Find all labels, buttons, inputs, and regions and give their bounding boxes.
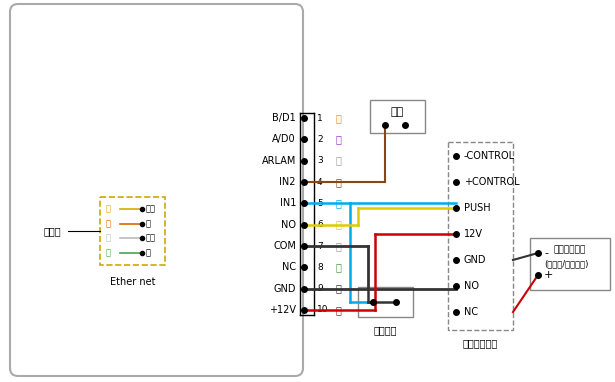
Bar — [530, 238, 610, 290]
Text: 紫: 紫 — [336, 134, 342, 144]
FancyBboxPatch shape — [10, 4, 303, 376]
Text: -: - — [544, 248, 548, 258]
Text: +12V: +12V — [269, 305, 296, 315]
Text: 出门按鈕: 出门按鈕 — [374, 325, 397, 335]
Bar — [358, 287, 413, 317]
Text: 4: 4 — [317, 178, 323, 186]
Text: 红: 红 — [336, 305, 342, 315]
Text: 6: 6 — [317, 220, 323, 229]
Text: NO: NO — [464, 281, 479, 291]
Text: 綠白: 綠白 — [146, 234, 156, 243]
Text: PUSH: PUSH — [464, 203, 491, 213]
Text: 以太网: 以太网 — [43, 226, 61, 236]
Text: 棕: 棕 — [336, 177, 342, 187]
Text: 白: 白 — [336, 241, 342, 251]
Text: NC: NC — [282, 262, 296, 272]
Text: 白: 白 — [106, 234, 111, 243]
Text: +: + — [544, 270, 554, 280]
Text: IN1: IN1 — [280, 198, 296, 208]
Text: 1: 1 — [317, 113, 323, 123]
Text: 綠: 綠 — [336, 262, 342, 272]
Text: 7: 7 — [317, 241, 323, 251]
Text: COM: COM — [273, 241, 296, 251]
Text: ARLAM: ARLAM — [261, 156, 296, 166]
Text: 蓝: 蓝 — [336, 198, 342, 208]
Text: 5: 5 — [317, 199, 323, 208]
Text: 灰: 灰 — [336, 156, 342, 166]
Text: A/D0: A/D0 — [272, 134, 296, 144]
Text: 黄: 黄 — [336, 220, 342, 230]
Text: 8: 8 — [317, 263, 323, 272]
Text: 綠: 綠 — [106, 249, 111, 257]
Text: 黄: 黄 — [106, 204, 111, 214]
Text: NO: NO — [281, 220, 296, 230]
Text: +CONTROL: +CONTROL — [464, 177, 520, 187]
Text: 綠: 綠 — [146, 249, 151, 257]
Text: 橙: 橙 — [336, 113, 342, 123]
Text: 橙白: 橙白 — [146, 204, 156, 214]
Text: 橙: 橙 — [106, 219, 111, 228]
Bar — [448, 142, 513, 330]
Text: 门磁: 门磁 — [391, 107, 404, 118]
Text: 2: 2 — [317, 135, 323, 144]
Text: B/D1: B/D1 — [272, 113, 296, 123]
Text: 12V: 12V — [464, 229, 483, 239]
Text: 门禁专用电源: 门禁专用电源 — [463, 338, 498, 348]
Text: 黑: 黑 — [336, 284, 342, 294]
Text: Ether net: Ether net — [109, 277, 155, 287]
Text: 断电开型电锁: 断电开型电锁 — [554, 246, 586, 254]
Bar — [370, 100, 425, 133]
Text: NC: NC — [464, 307, 478, 317]
Text: 10: 10 — [317, 306, 328, 314]
Text: 橙: 橙 — [146, 219, 151, 228]
Bar — [100, 197, 165, 265]
Text: 9: 9 — [317, 284, 323, 293]
Text: GND: GND — [464, 255, 486, 265]
Text: (电插锁/磁力锁等): (电插锁/磁力锁等) — [544, 259, 589, 269]
Text: 3: 3 — [317, 156, 323, 165]
Text: -CONTROL: -CONTROL — [464, 151, 515, 161]
Text: GND: GND — [274, 284, 296, 294]
Text: IN2: IN2 — [279, 177, 296, 187]
